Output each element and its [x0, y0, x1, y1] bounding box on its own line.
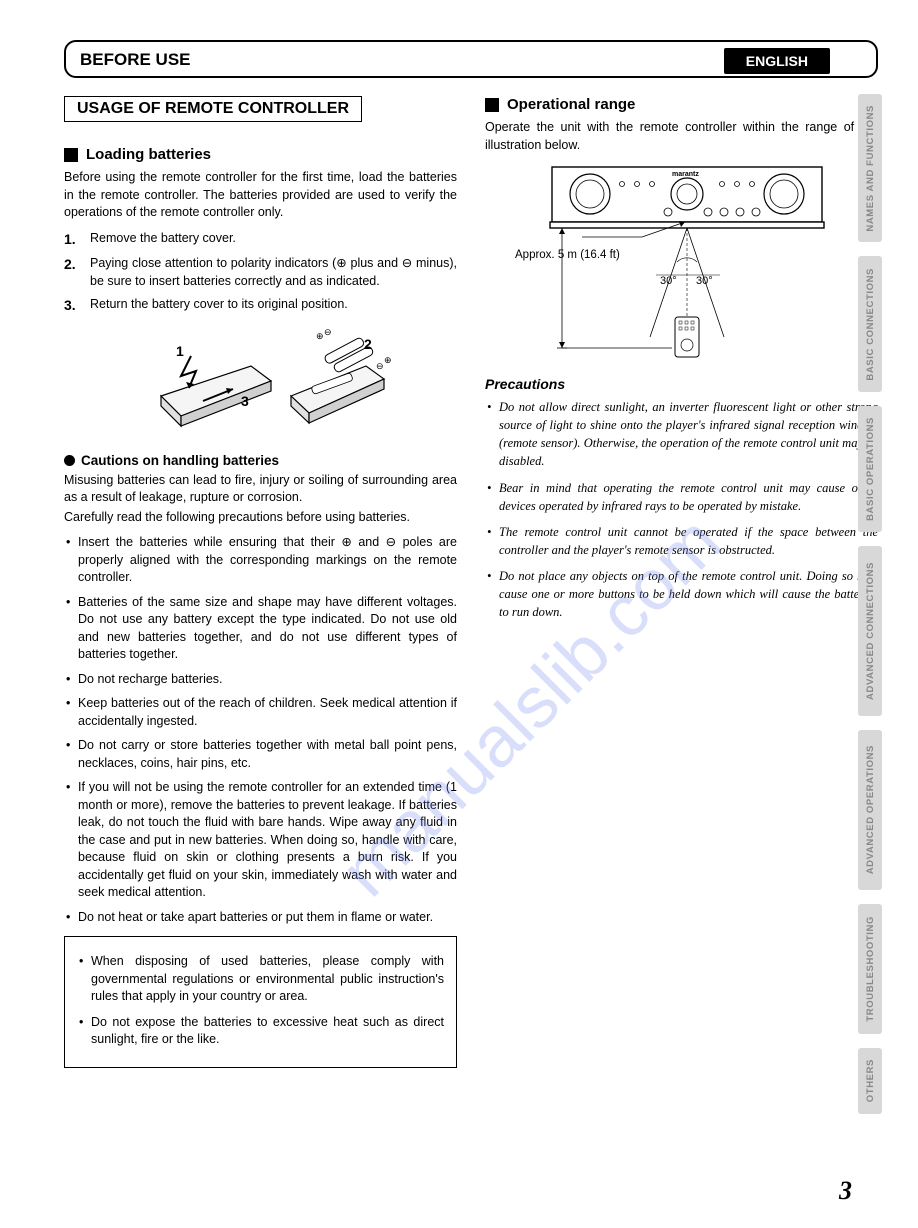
caution-item: If you will not be using the remote cont…: [64, 779, 457, 902]
side-tab-advanced-operations[interactable]: ADVANCED OPERATIONS: [858, 730, 882, 890]
step-item: 2. Paying close attention to polarity ind…: [64, 255, 457, 290]
angle-left-label: 30°: [660, 275, 677, 287]
precaution-item: The remote control unit cannot be operat…: [485, 523, 878, 559]
operational-range-heading: Operational range: [507, 96, 635, 113]
side-tabs: NAMES AND FUNCTIONS BASIC CONNECTIONS BA…: [858, 94, 882, 1128]
precautions-list: Do not allow direct sunlight, an inverte…: [485, 398, 878, 621]
side-tab-advanced-connections[interactable]: ADVANCED CONNECTIONS: [858, 546, 882, 716]
subsection-title: USAGE OF REMOTE CONTROLLER: [77, 100, 349, 118]
manual-page: ENGLISH BEFORE USE USAGE OF REMOTE CONTR…: [0, 40, 918, 1228]
subsection-title-box: USAGE OF REMOTE CONTROLLER: [64, 96, 362, 122]
side-tab-basic-operations[interactable]: BASIC OPERATIONS: [858, 406, 882, 532]
caution-item: Do not recharge batteries.: [64, 671, 457, 689]
step-text: Return the battery cover to its original…: [90, 296, 348, 316]
loading-batteries-heading: Loading batteries: [86, 146, 211, 163]
precautions-heading: Precautions: [485, 376, 878, 392]
operational-intro: Operate the unit with the remote control…: [485, 119, 878, 154]
operational-range-diagram: marantz Approx. 5 m (16.4: [485, 162, 878, 362]
diagram-label-1: 1: [176, 343, 184, 359]
brand-label: marantz: [672, 171, 699, 178]
angle-right-label: 30°: [696, 275, 713, 287]
svg-text:⊕: ⊕: [384, 355, 391, 365]
step-number: 3.: [64, 296, 80, 316]
boxed-caution-item: Do not expose the batteries to excessive…: [77, 1014, 444, 1049]
cautions-list: Insert the batteries while ensuring that…: [64, 534, 457, 926]
page-number: 3: [839, 1176, 852, 1206]
side-tab-names-functions[interactable]: NAMES AND FUNCTIONS: [858, 94, 882, 242]
diagram-label-3: 3: [241, 393, 249, 409]
caution-item: Do not heat or take apart batteries or p…: [64, 909, 457, 927]
caution-item: Do not carry or store batteries together…: [64, 737, 457, 772]
diagram-label-2: 2: [364, 336, 372, 352]
step-item: 3. Return the battery cover to its origin…: [64, 296, 457, 316]
square-bullet-icon: [485, 98, 499, 112]
cautions-intro-1: Misusing batteries can lead to fire, inj…: [64, 472, 457, 507]
precaution-item: Bear in mind that operating the remote c…: [485, 479, 878, 515]
svg-text:⊖: ⊖: [324, 327, 332, 337]
boxed-cautions: When disposing of used batteries, please…: [64, 936, 457, 1068]
loading-intro: Before using the remote controller for t…: [64, 169, 457, 222]
cautions-heading: Cautions on handling batteries: [81, 453, 279, 468]
svg-text:⊕: ⊕: [316, 331, 324, 341]
step-item: 1. Remove the battery cover.: [64, 230, 457, 250]
loading-batteries-heading-row: Loading batteries: [64, 146, 457, 163]
step-number: 2.: [64, 255, 80, 290]
precaution-item: Do not allow direct sunlight, an inverte…: [485, 398, 878, 471]
step-text: Remove the battery cover.: [90, 230, 236, 250]
svg-text:⊖: ⊖: [376, 361, 384, 371]
two-column-layout: USAGE OF REMOTE CONTROLLER Loading batte…: [64, 90, 878, 1068]
left-column: USAGE OF REMOTE CONTROLLER Loading batte…: [64, 90, 457, 1068]
caution-item: Batteries of the same size and shape may…: [64, 594, 457, 664]
caution-item: Keep batteries out of the reach of child…: [64, 695, 457, 730]
caution-item: Insert the batteries while ensuring that…: [64, 534, 457, 587]
step-text: Paying close attention to polarity indic…: [90, 255, 457, 290]
square-bullet-icon: [64, 148, 78, 162]
side-tab-others[interactable]: OTHERS: [858, 1048, 882, 1114]
right-column: Operational range Operate the unit with …: [485, 90, 878, 1068]
battery-diagram: 1 3 2 ⊕: [64, 326, 457, 439]
boxed-caution-item: When disposing of used batteries, please…: [77, 953, 444, 1006]
cautions-heading-row: Cautions on handling batteries: [64, 453, 457, 468]
range-distance-label: Approx. 5 m (16.4 ft): [515, 249, 620, 261]
step-number: 1.: [64, 230, 80, 250]
side-tab-basic-connections[interactable]: BASIC CONNECTIONS: [858, 256, 882, 392]
precaution-item: Do not place any objects on top of the r…: [485, 567, 878, 621]
cautions-intro-2: Carefully read the following precautions…: [64, 509, 457, 527]
loading-steps-list: 1. Remove the battery cover. 2. Paying clo…: [64, 230, 457, 316]
circle-bullet-icon: [64, 455, 75, 466]
language-tab: ENGLISH: [724, 48, 830, 74]
side-tab-troubleshooting[interactable]: TROUBLESHOOTING: [858, 904, 882, 1034]
operational-range-heading-row: Operational range: [485, 96, 878, 113]
